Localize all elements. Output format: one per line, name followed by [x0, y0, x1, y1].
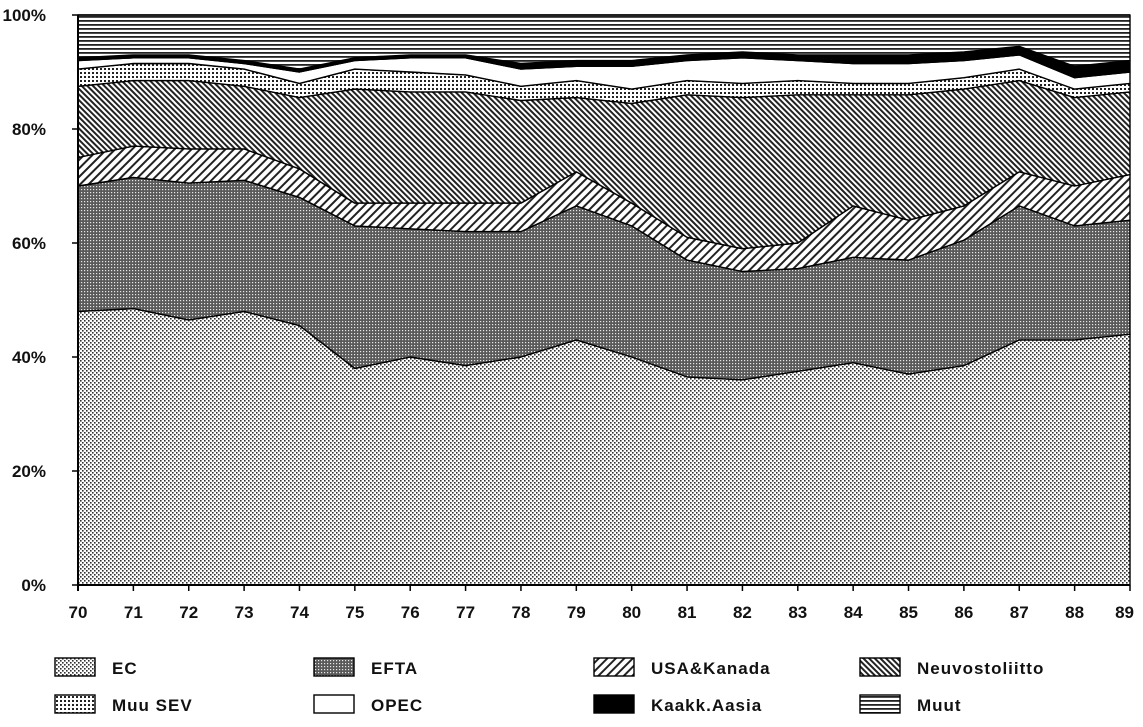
legend-label-ec: EC	[112, 659, 138, 678]
x-tick-label: 70	[69, 603, 88, 622]
y-tick-labels: 0% 20% 40% 60% 80% 100%	[3, 6, 46, 595]
legend: EC EFTA USA&Kanada Neuvostoliitto Muu SEV OPE…	[54, 657, 1044, 715]
x-tick-label: 76	[401, 603, 420, 622]
legend-swatch-ec	[54, 657, 96, 677]
legend-label-neuvostoliitto: Neuvostoliitto	[917, 659, 1044, 678]
x-tick-label: 75	[345, 603, 364, 622]
y-tick-label: 60%	[12, 234, 46, 253]
x-tick-label: 89	[1115, 603, 1134, 622]
x-tick-label: 83	[788, 603, 807, 622]
x-tick-label: 77	[456, 603, 475, 622]
x-tick-label: 81	[678, 603, 697, 622]
legend-swatch-kaakk-aasia	[593, 694, 635, 714]
legend-swatch-muu-sev	[54, 694, 96, 714]
legend-label-kaakk-aasia: Kaakk.Aasia	[651, 696, 762, 715]
legend-swatch-neuvostoliitto	[859, 657, 901, 677]
axes	[72, 14, 1131, 591]
x-tick-label: 84	[844, 603, 863, 622]
x-tick-label: 80	[622, 603, 641, 622]
legend-swatch-muut	[859, 694, 901, 714]
legend-swatch-usa-kanada	[593, 657, 635, 677]
x-tick-label: 74	[290, 603, 309, 622]
y-tick-label: 40%	[12, 348, 46, 367]
x-tick-label: 79	[567, 603, 586, 622]
legend-label-opec: OPEC	[371, 696, 423, 715]
x-tick-label: 71	[124, 603, 143, 622]
legend-swatch-opec	[313, 694, 355, 714]
x-tick-label: 87	[1010, 603, 1029, 622]
x-tick-label: 82	[733, 603, 752, 622]
x-tick-label: 86	[954, 603, 973, 622]
x-tick-label: 85	[899, 603, 918, 622]
y-tick-label: 80%	[12, 120, 46, 139]
x-tick-label: 73	[235, 603, 254, 622]
legend-swatch-efta	[313, 657, 355, 677]
y-tick-label: 20%	[12, 462, 46, 481]
x-tick-label: 78	[511, 603, 530, 622]
legend-label-muu-sev: Muu SEV	[112, 696, 193, 715]
legend-label-usa-kanada: USA&Kanada	[651, 659, 771, 678]
area-layers	[77, 14, 1131, 586]
x-tick-label: 88	[1065, 603, 1084, 622]
x-tick-label: 72	[179, 603, 198, 622]
legend-label-efta: EFTA	[371, 659, 418, 678]
x-tick-labels: 70 71 72 73 74 75 76 77 78 79 80 81 82 83 84 85 86 87 88 89	[69, 603, 1134, 622]
y-tick-label: 0%	[21, 576, 46, 595]
legend-label-muut: Muut	[917, 696, 962, 715]
y-tick-label: 100%	[3, 6, 46, 25]
